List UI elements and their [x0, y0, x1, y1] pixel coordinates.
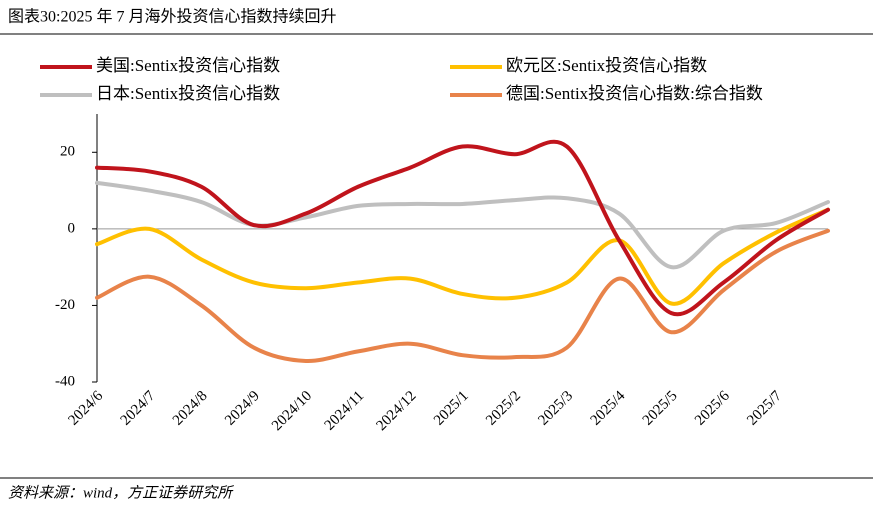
series-line	[95, 207, 830, 306]
legend-label: 日本:Sentix投资信心指数	[96, 84, 280, 103]
legend-label: 欧元区:Sentix投资信心指数	[506, 56, 707, 75]
y-tick-label: 20	[60, 144, 75, 160]
y-tick-label: -20	[55, 297, 75, 313]
chart-title: 图表30:2025 年 7 月海外投资信心指数持续回升	[8, 8, 336, 26]
x-tick-label: 2024/11	[322, 388, 368, 434]
x-tick-label: 2025/3	[535, 388, 576, 429]
series-line	[95, 139, 830, 317]
x-tick-label: 2024/7	[118, 388, 159, 429]
source: 资料来源：wind，方正证券研究所	[8, 484, 234, 501]
series-line	[95, 228, 830, 363]
x-tick-label: 2024/8	[170, 388, 211, 429]
x-tick-label: 2024/12	[373, 388, 419, 434]
x-tick-label: 2024/10	[269, 388, 315, 434]
y-tick-label: -40	[55, 373, 75, 389]
x-tick-label: 2025/1	[431, 388, 472, 429]
legend-label: 德国:Sentix投资信心指数:综合指数	[506, 84, 763, 103]
legend-label: 美国:Sentix投资信心指数	[96, 56, 280, 75]
x-tick-label: 2024/6	[65, 388, 106, 429]
y-tick-label: 0	[68, 220, 76, 236]
x-tick-label: 2024/9	[222, 388, 263, 429]
x-tick-label: 2025/5	[640, 388, 681, 429]
x-tick-label: 2025/2	[483, 388, 524, 429]
x-tick-label: 2025/6	[692, 388, 733, 429]
series-line	[95, 180, 830, 270]
x-tick-label: 2025/4	[588, 388, 629, 429]
x-tick-label: 2025/7	[744, 388, 785, 429]
